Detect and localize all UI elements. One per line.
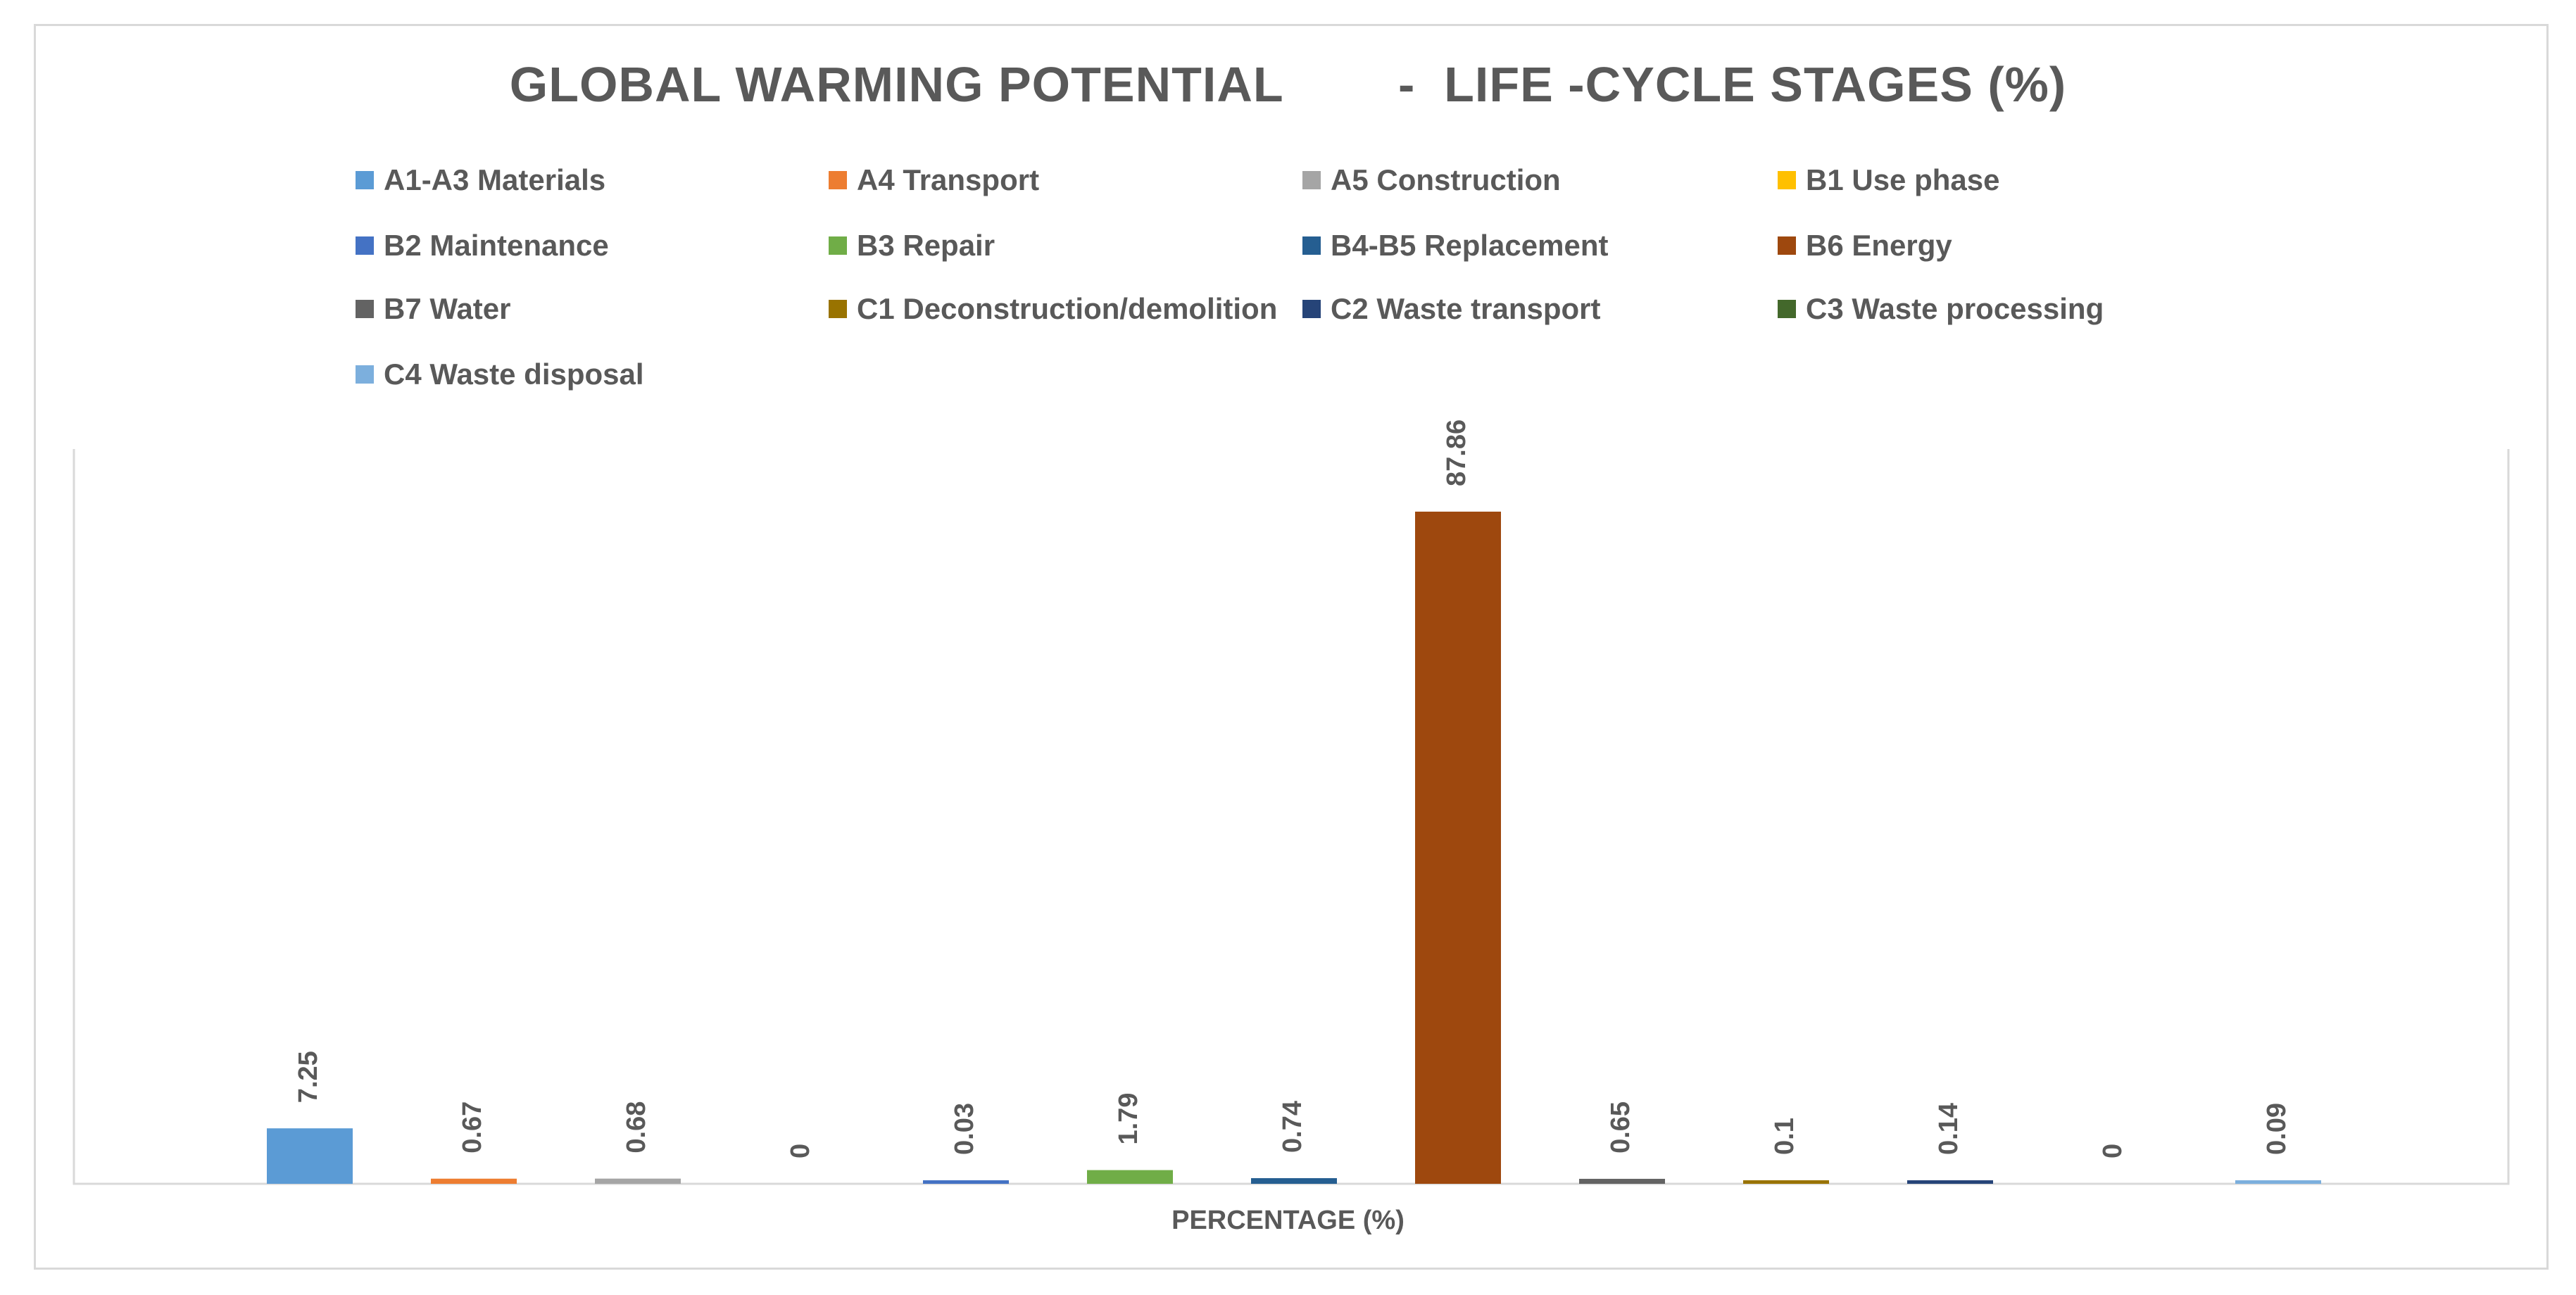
legend-swatch: [1302, 300, 1321, 318]
bar: [1415, 511, 1501, 1184]
legend-label: B1 Use phase: [1806, 163, 2000, 196]
legend-item: B3 Repair: [829, 229, 995, 263]
legend-label: C2 Waste transport: [1331, 292, 1601, 325]
legend-swatch: [356, 300, 374, 318]
legend-swatch: [356, 171, 374, 189]
legend-swatch: [1302, 171, 1321, 189]
legend-label: A1-A3 Materials: [384, 163, 606, 196]
bar: [1743, 1180, 1829, 1184]
bar: [267, 1128, 353, 1184]
bar: [1579, 1178, 1665, 1184]
data-label: 0.67: [458, 1101, 487, 1154]
data-label: 0.74: [1278, 1101, 1307, 1153]
legend-swatch: [829, 300, 847, 318]
legend-item: C4 Waste disposal: [356, 358, 644, 391]
chart-title: GLOBAL WARMING POTENTIAL - LIFE -CYCLE S…: [509, 57, 2067, 112]
data-label: 7.25: [294, 1051, 323, 1103]
legend-swatch: [829, 236, 847, 255]
plot-area-border: [73, 449, 2510, 1185]
legend-label: C3 Waste processing: [1806, 292, 2104, 325]
bar: [1251, 1177, 1337, 1184]
data-label: 0.03: [950, 1103, 979, 1155]
legend-item: B1 Use phase: [1778, 163, 1999, 197]
legend-item: B6 Energy: [1778, 229, 1952, 263]
bar: [431, 1178, 517, 1184]
legend-label: B7 Water: [384, 292, 511, 325]
legend-item: B4-B5 Replacement: [1302, 229, 1608, 263]
legend-item: A5 Construction: [1302, 163, 1561, 197]
x-axis-label: PERCENTAGE (%): [1171, 1206, 1405, 1235]
legend-label: C1 Deconstruction/demolition: [857, 292, 1278, 325]
legend-label: A5 Construction: [1331, 163, 1561, 196]
bar: [1907, 1180, 1993, 1184]
chart-frame: [34, 24, 2549, 1270]
data-label: 0: [786, 1144, 815, 1158]
data-label: 0.65: [1606, 1101, 1635, 1154]
bar: [923, 1180, 1009, 1184]
legend-item: A1-A3 Materials: [356, 163, 605, 197]
legend-swatch: [356, 365, 374, 384]
bar: [2235, 1180, 2321, 1184]
bar: [1087, 1170, 1173, 1184]
legend-swatch: [1778, 236, 1796, 255]
data-label: 0.68: [622, 1101, 651, 1154]
legend-item: C1 Deconstruction/demolition: [829, 292, 1277, 326]
legend-item: C2 Waste transport: [1302, 292, 1601, 326]
data-label: 0: [2098, 1144, 2128, 1158]
legend-label: B4-B5 Replacement: [1331, 229, 1609, 262]
data-label: 87.86: [1442, 419, 1471, 486]
data-label: 1.79: [1114, 1093, 1143, 1145]
legend-item: B2 Maintenance: [356, 229, 609, 263]
legend-swatch: [1302, 236, 1321, 255]
legend-label: B2 Maintenance: [384, 229, 609, 262]
data-label: 0.1: [1770, 1118, 1799, 1155]
bar: [595, 1178, 681, 1184]
legend-label: B3 Repair: [857, 229, 995, 262]
legend-label: A4 Transport: [857, 163, 1040, 196]
legend-item: B7 Water: [356, 292, 511, 326]
legend-label: C4 Waste disposal: [384, 358, 644, 391]
legend-swatch: [1778, 300, 1796, 318]
data-label: 0.09: [2262, 1103, 2292, 1155]
legend-swatch: [829, 171, 847, 189]
legend-swatch: [1778, 171, 1796, 189]
data-label: 0.14: [1934, 1103, 1964, 1155]
legend-item: C3 Waste processing: [1778, 292, 2104, 326]
legend-swatch: [356, 236, 374, 255]
legend-item: A4 Transport: [829, 163, 1039, 197]
legend-label: B6 Energy: [1806, 229, 1952, 262]
